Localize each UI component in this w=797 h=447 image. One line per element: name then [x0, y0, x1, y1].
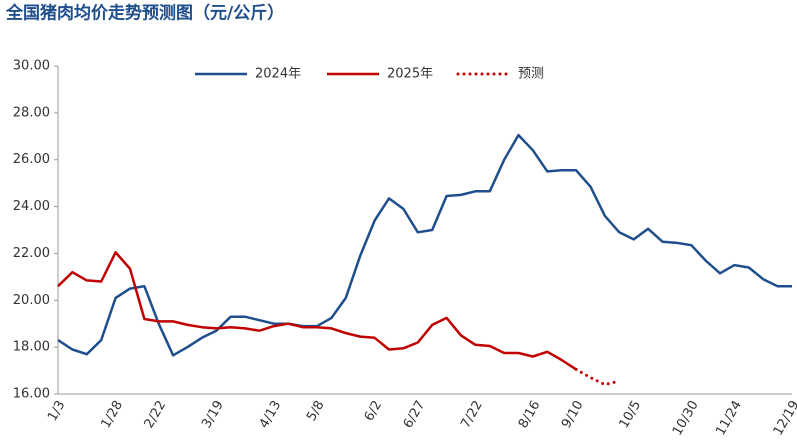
legend-label: 2025年: [387, 67, 433, 82]
x-tick-label: 4/13: [257, 398, 285, 431]
x-tick-label: 11/24: [713, 398, 745, 438]
chart-title: 全国猪肉均价走势预测图（元/公斤）: [5, 3, 284, 24]
x-tick-label: 5/8: [304, 398, 327, 424]
y-tick-label: 16.00: [13, 387, 50, 402]
y-tick-label: 22.00: [13, 246, 50, 261]
x-tick-label: 6/2: [362, 398, 385, 424]
x-tick-label: 1/28: [98, 398, 126, 431]
y-tick-label: 24.00: [13, 199, 50, 214]
x-tick-label: 7/22: [458, 398, 486, 431]
x-tick-label: 10/5: [617, 398, 645, 431]
y-tick-label: 30.00: [13, 59, 50, 74]
series-line: [574, 367, 621, 387]
y-tick-label: 20.00: [13, 293, 50, 308]
x-tick-label: 3/19: [199, 398, 227, 431]
x-tick-label: 2/22: [142, 398, 170, 431]
x-tick-label: 1/3: [45, 398, 68, 424]
legend-label: 预测: [518, 67, 544, 82]
legend-label: 2024年: [255, 67, 301, 82]
y-tick-label: 26.00: [13, 152, 50, 167]
x-tick-label: 12/19: [771, 398, 797, 438]
y-tick-label: 18.00: [13, 340, 50, 355]
x-tick-label: 10/30: [670, 398, 702, 438]
y-tick-label: 28.00: [13, 105, 50, 120]
series-line: [57, 251, 577, 371]
x-tick-label: 6/27: [401, 398, 429, 431]
series-line: [57, 133, 792, 357]
x-tick-label: 8/16: [516, 398, 544, 431]
x-tick-label: 9/10: [559, 398, 587, 431]
